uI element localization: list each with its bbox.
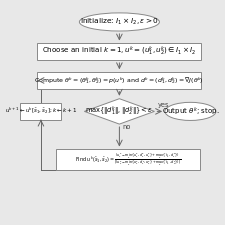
Bar	[20, 103, 61, 120]
Text: $u^{k+1} \leftarrow u^k[\bar{s}_1,\bar{s}_2]; k \leftarrow k+1$: $u^{k+1} \leftarrow u^k[\bar{s}_1,\bar{s…	[5, 106, 77, 117]
Ellipse shape	[79, 13, 159, 31]
Text: Output $\theta^k$; stop.: Output $\theta^k$; stop.	[162, 105, 219, 117]
Text: yes: yes	[158, 102, 169, 108]
Polygon shape	[84, 99, 154, 124]
Text: Initialize: $I_1 \times I_2, \varepsilon > 0$: Initialize: $I_1 \times I_2, \varepsilon…	[80, 17, 159, 27]
Bar	[56, 149, 200, 171]
Bar	[37, 72, 201, 89]
Text: no: no	[122, 124, 131, 130]
Text: Choose an initial $k=1, u^k=(u_1^k, u_2^k) \in I_1 \times I_2$: Choose an initial $k=1, u^k=(u_1^k, u_2^…	[42, 45, 197, 58]
Text: Find $u^k(\bar{s}_1, \bar{s}_2) = \frac{(u_1^k - \min_s\{u_1^k, d_1^k, u_1^k\} +: Find $u^k(\bar{s}_1, \bar{s}_2) = \frac{…	[75, 152, 182, 168]
Ellipse shape	[165, 102, 216, 120]
Text: Compute $\theta^k=(\theta_1^k,\theta_2^k)=p(u^k)$ and $d^k=(d_1^k,d_2^k)=\nabla : Compute $\theta^k=(\theta_1^k,\theta_2^k…	[34, 75, 204, 86]
Text: $\max\{\|d_1^k\|, \|d_2^k\|\} < \varepsilon$: $\max\{\|d_1^k\|, \|d_2^k\|\} < \varepsi…	[85, 105, 153, 118]
Bar	[37, 43, 201, 60]
